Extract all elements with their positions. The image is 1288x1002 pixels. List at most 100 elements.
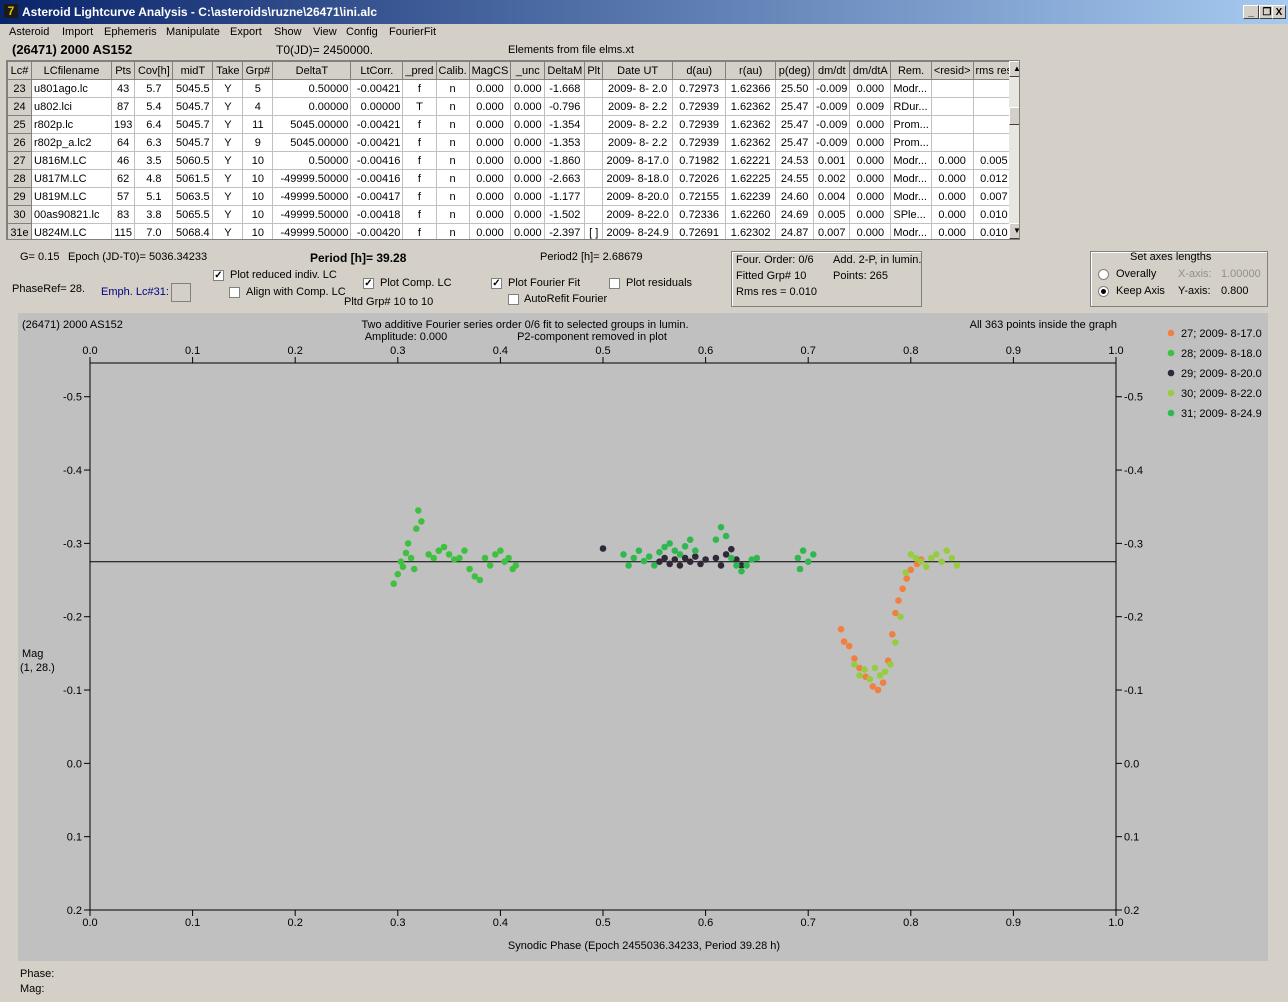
table-cell[interactable]: 24.55 — [775, 169, 815, 188]
table-cell[interactable]: 9 — [242, 133, 274, 152]
plot-fourier-checkbox[interactable]: ✓ — [491, 278, 502, 289]
table-cell[interactable]: 83 — [110, 205, 136, 224]
table-cell[interactable]: f — [402, 115, 437, 134]
table-cell[interactable]: 25.47 — [775, 115, 815, 134]
menu-show[interactable]: Show — [274, 26, 302, 38]
table-row[interactable]: 27 U816M.LC 46 3.5 5060.5 Y 10 0.50000 -0.00416 f… — [7, 151, 1016, 170]
table-cell[interactable]: 1.62239 — [725, 187, 777, 206]
table-cell[interactable]: 0.000 — [510, 133, 546, 152]
table-cell[interactable]: 0.005 — [972, 151, 1016, 170]
autorefit-checkbox[interactable] — [508, 294, 519, 305]
menu-config[interactable]: Config — [346, 26, 378, 38]
table-row[interactable]: 30 00as90821.lc 83 3.8 5065.5 Y 10 -49999.50000… — [7, 205, 1016, 224]
table-cell[interactable]: f — [402, 79, 437, 98]
row-lc-number[interactable]: 23 — [7, 79, 32, 98]
table-cell[interactable]: 0.002 — [813, 169, 851, 188]
column-header[interactable]: Date UT — [602, 61, 674, 80]
table-cell[interactable]: 1.62302 — [725, 223, 777, 239]
row-lc-number[interactable]: 28 — [7, 169, 32, 188]
table-cell[interactable] — [584, 133, 604, 152]
table-cell[interactable]: 0.000 — [468, 169, 512, 188]
table-cell[interactable]: 0.000 — [468, 133, 512, 152]
table-cell[interactable]: n — [435, 97, 470, 116]
table-cell[interactable]: -0.00417 — [350, 187, 404, 206]
table-cell[interactable]: 1.62366 — [725, 79, 777, 98]
row-lc-number[interactable]: 30 — [7, 205, 32, 224]
table-cell[interactable]: 5.7 — [134, 79, 174, 98]
column-header[interactable]: midT — [172, 61, 214, 80]
table-cell[interactable]: 5063.5 — [172, 187, 214, 206]
table-cell[interactable]: 0.000 — [510, 97, 546, 116]
table-cell[interactable]: f — [402, 169, 437, 188]
table-cell[interactable]: u802.lci — [31, 97, 112, 116]
table-cell[interactable]: 1.62362 — [725, 133, 777, 152]
table-cell[interactable]: 64 — [110, 133, 136, 152]
row-lc-number[interactable]: 25 — [7, 115, 32, 134]
table-cell[interactable]: -0.00416 — [350, 151, 404, 170]
table-cell[interactable]: 5 — [242, 79, 274, 98]
table-cell[interactable] — [584, 115, 604, 134]
table-cell[interactable]: 0.00000 — [272, 97, 352, 116]
table-cell[interactable]: 2009- 8- 2.0 — [602, 79, 674, 98]
table-cell[interactable]: 1.62362 — [725, 97, 777, 116]
table-cell[interactable]: U817M.LC — [31, 169, 112, 188]
lightcurve-chart[interactable]: 0.0 0.1 0.2 0.3 0.4 0.5 0.6 0.7 0.8 0.9 1.0 0.0 0.1… — [18, 313, 1268, 961]
menu-export[interactable]: Export — [230, 26, 262, 38]
table-cell[interactable]: T — [402, 97, 437, 116]
table-cell[interactable]: n — [435, 205, 470, 224]
table-cell[interactable]: 0.72939 — [672, 97, 727, 116]
table-cell[interactable]: 1.62221 — [725, 151, 777, 170]
column-header[interactable]: dm/dtA — [849, 61, 892, 80]
table-cell[interactable]: -0.009 — [813, 97, 851, 116]
table-cell[interactable]: 57 — [110, 187, 136, 206]
plot-reduced-checkbox[interactable]: ✓ — [213, 270, 224, 281]
column-header[interactable]: Plt — [584, 61, 604, 80]
table-cell[interactable]: -49999.50000 — [272, 223, 352, 239]
table-cell[interactable]: 10 — [242, 169, 274, 188]
table-cell[interactable]: -1.353 — [544, 133, 586, 152]
table-row[interactable]: 25 r802p.lc 193 6.4 5045.7 Y 11 5045.00000 -0.00… — [7, 115, 1016, 134]
table-cell[interactable]: -1.860 — [544, 151, 586, 170]
table-cell[interactable]: -0.009 — [813, 115, 851, 134]
table-cell[interactable]: 46 — [110, 151, 136, 170]
table-cell[interactable]: Modr... — [890, 223, 932, 239]
table-cell[interactable]: n — [435, 151, 470, 170]
table-cell[interactable]: r802p_a.lc2 — [31, 133, 112, 152]
table-cell[interactable]: 00as90821.lc — [31, 205, 112, 224]
table-cell[interactable]: 6.4 — [134, 115, 174, 134]
table-cell[interactable]: 0.000 — [468, 97, 512, 116]
table-cell[interactable]: RDur... — [890, 97, 932, 116]
table-cell[interactable]: 0.000 — [468, 115, 512, 134]
table-cell[interactable]: Y — [212, 187, 244, 206]
table-cell[interactable]: -49999.50000 — [272, 205, 352, 224]
phaseref-value[interactable]: PhaseRef= 28. — [12, 283, 86, 295]
table-cell[interactable]: -0.00421 — [350, 79, 404, 98]
table-cell[interactable]: Modr... — [890, 187, 932, 206]
table-cell[interactable]: 0.000 — [468, 205, 512, 224]
table-cell[interactable]: 5060.5 — [172, 151, 214, 170]
table-cell[interactable]: Y — [212, 97, 244, 116]
table-cell[interactable]: -49999.50000 — [272, 169, 352, 188]
column-header[interactable]: dm/dt — [813, 61, 851, 80]
table-cell[interactable] — [930, 115, 974, 134]
table-cell[interactable]: 5045.00000 — [272, 133, 352, 152]
table-cell[interactable]: 5061.5 — [172, 169, 214, 188]
menu-asteroid[interactable]: Asteroid — [9, 26, 50, 38]
table-cell[interactable]: 0.000 — [510, 223, 546, 239]
table-cell[interactable]: -0.009 — [813, 79, 851, 98]
table-cell[interactable] — [584, 151, 604, 170]
table-cell[interactable]: 0.50000 — [272, 79, 352, 98]
column-header[interactable]: MagCS — [468, 61, 512, 80]
table-cell[interactable]: -0.00421 — [350, 133, 404, 152]
table-cell[interactable]: -0.00421 — [350, 115, 404, 134]
table-cell[interactable]: 5065.5 — [172, 205, 214, 224]
table-cell[interactable]: 1.62362 — [725, 115, 777, 134]
column-header[interactable]: DeltaT — [272, 61, 352, 80]
table-cell[interactable]: f — [402, 133, 437, 152]
table-cell[interactable]: 0.004 — [813, 187, 851, 206]
menu-import[interactable]: Import — [62, 26, 94, 38]
table-cell[interactable]: 0.000 — [849, 205, 892, 224]
table-cell[interactable]: 0.72691 — [672, 223, 727, 239]
table-cell[interactable]: 5045.7 — [172, 133, 214, 152]
table-cell[interactable]: 115 — [110, 223, 136, 239]
